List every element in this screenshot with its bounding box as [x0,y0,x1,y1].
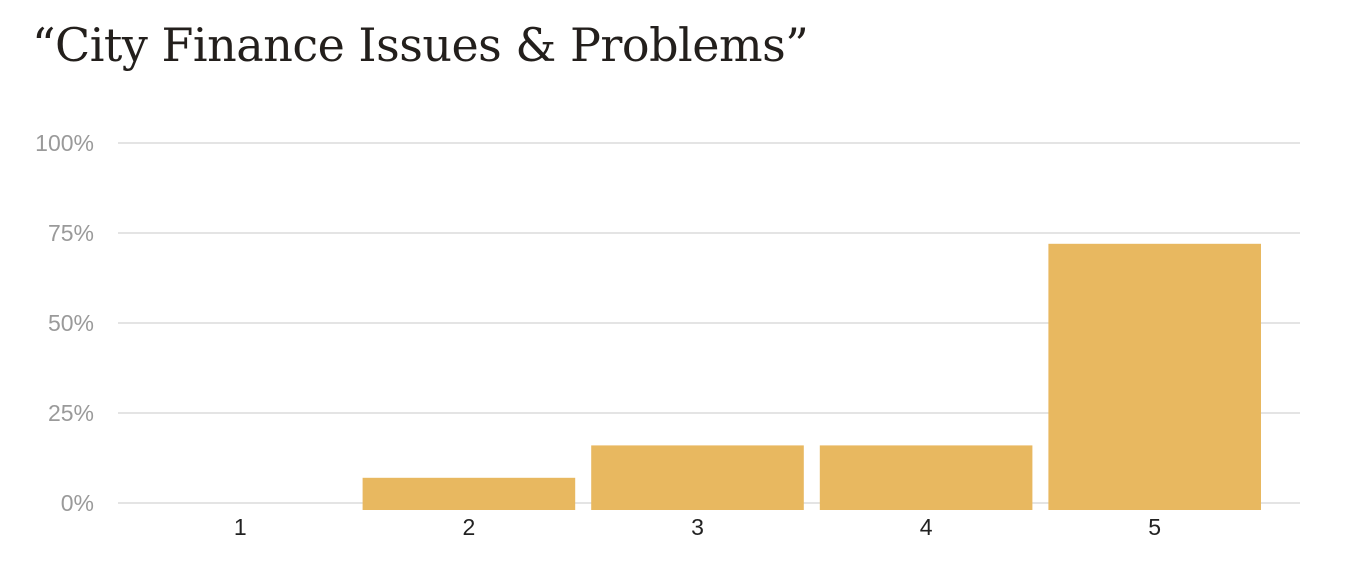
bar-5 [1048,243,1261,511]
bars [362,243,1261,511]
x-tick-label: 4 [920,514,933,540]
x-axis-ticks: 1 2 3 4 5 [234,514,1161,540]
x-tick-label: 1 [234,514,247,540]
bar-3 [591,445,804,510]
y-tick-label: 75% [48,220,94,246]
x-tick-label: 5 [1148,514,1161,540]
y-axis-ticks: 0% 25% 50% 75% 100% [35,130,94,516]
y-tick-label: 25% [48,400,94,426]
x-tick-label: 2 [463,514,476,540]
chart-title: “City Finance Issues & Problems” [32,18,809,72]
bar-2 [362,477,576,510]
x-tick-label: 3 [691,514,704,540]
bar-4 [819,445,1033,510]
y-tick-label: 100% [35,130,94,156]
y-tick-label: 0% [61,490,94,516]
y-tick-label: 50% [48,310,94,336]
